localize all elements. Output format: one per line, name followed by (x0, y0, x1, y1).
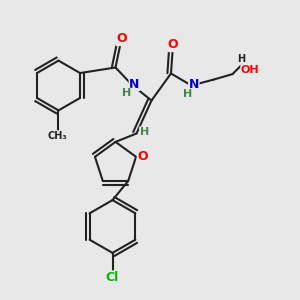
Text: O: O (116, 32, 127, 46)
Text: H: H (122, 88, 131, 98)
Text: O: O (137, 150, 148, 163)
Text: H: H (140, 127, 149, 137)
Text: O: O (168, 38, 178, 52)
Text: H: H (237, 54, 246, 64)
Text: N: N (189, 78, 199, 92)
Text: N: N (129, 77, 140, 91)
Text: CH₃: CH₃ (47, 131, 67, 141)
Text: OH: OH (241, 65, 260, 75)
Text: Cl: Cl (106, 271, 119, 284)
Text: H: H (183, 89, 192, 99)
